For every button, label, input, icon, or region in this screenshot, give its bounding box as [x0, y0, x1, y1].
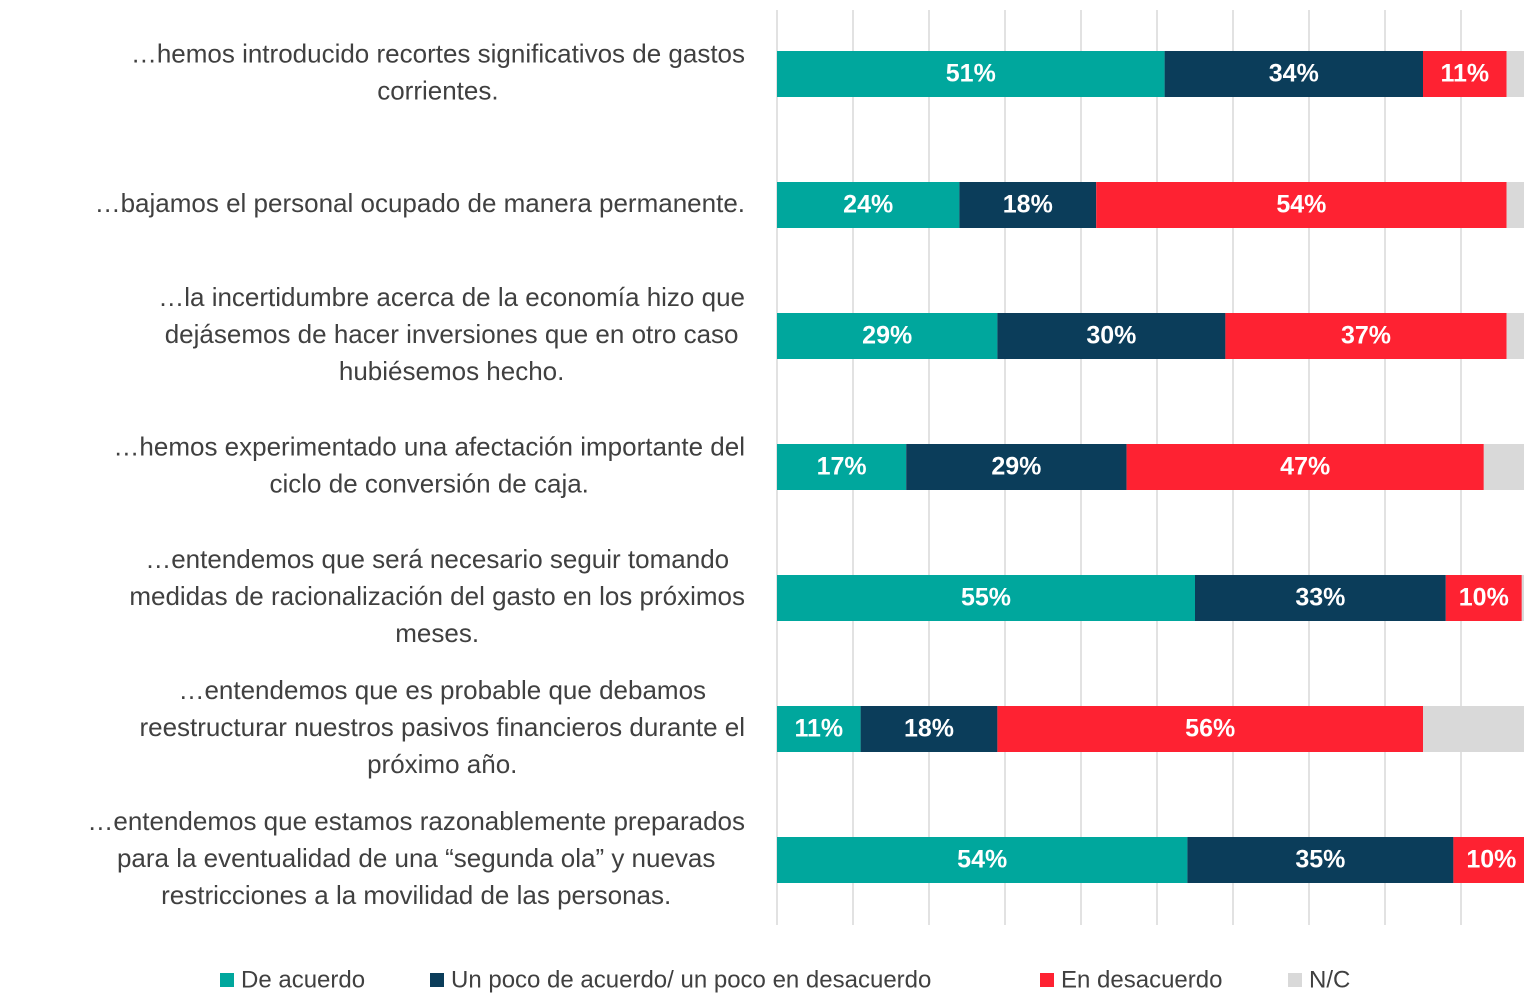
- data-label: 33%: [1295, 584, 1345, 612]
- category-line: reestructurar nuestros pasivos financier…: [139, 712, 745, 742]
- bar-segment: [1187, 837, 1454, 883]
- bar-segment: [1506, 182, 1524, 228]
- legend-swatch: [220, 973, 234, 987]
- bar-segment: [1164, 51, 1423, 97]
- category-line: próximo año.: [367, 749, 517, 779]
- category-line: …hemos experimentado una afectación impo…: [113, 431, 745, 461]
- data-label: 47%: [1280, 453, 1330, 481]
- category-label: …entendemos que es probable que debamos r…: [139, 675, 745, 779]
- data-label: 30%: [1086, 322, 1136, 350]
- data-label: 34%: [1269, 60, 1319, 88]
- category-line: medidas de racionalización del gasto en …: [129, 581, 745, 611]
- data-label: 18%: [904, 715, 954, 743]
- bar-segment: [860, 706, 998, 752]
- category-line: dejásemos de hacer inversiones que en ot…: [165, 319, 739, 349]
- category-line: meses.: [395, 618, 479, 648]
- data-label: 24%: [843, 191, 893, 219]
- bar-segment: [777, 575, 1195, 621]
- data-label: 56%: [1185, 715, 1235, 743]
- legend-swatch: [1040, 973, 1054, 987]
- legend-label: De acuerdo: [241, 966, 365, 993]
- data-label: 11%: [794, 715, 843, 743]
- bar-segment: [997, 706, 1423, 752]
- data-label: 29%: [862, 322, 912, 350]
- bar-segment: [1506, 51, 1524, 97]
- category-line: …entendemos que es probable que debamos: [178, 675, 706, 705]
- bar-segment: [1096, 182, 1507, 228]
- data-label: 17%: [817, 453, 867, 481]
- data-label: 10%: [1466, 846, 1516, 874]
- data-label: 55%: [961, 584, 1011, 612]
- data-label: 51%: [946, 60, 996, 88]
- category-label: …bajamos el personal ocupado de manera p…: [95, 188, 745, 218]
- bar-segment: [777, 313, 998, 359]
- legend-swatch: [430, 973, 444, 987]
- bar-segment: [777, 444, 907, 490]
- bar-segment: [777, 182, 960, 228]
- legend-label: Un poco de acuerdo/ un poco en desacuerd…: [451, 966, 931, 993]
- category-line: ciclo de conversión de caja.: [270, 468, 589, 498]
- bar-segment: [1506, 313, 1524, 359]
- category-line: …bajamos el personal ocupado de manera p…: [95, 188, 745, 218]
- data-label: 10%: [1459, 584, 1509, 612]
- data-label: 35%: [1295, 846, 1345, 874]
- category-label: …hemos introducido recortes significativ…: [131, 38, 745, 105]
- bar-segment: [1225, 313, 1507, 359]
- category-line: hubiésemos hecho.: [339, 356, 564, 386]
- bar-segment: [1453, 837, 1524, 883]
- bar-segment: [997, 313, 1226, 359]
- bar-segment: [777, 51, 1165, 97]
- category-line: para la eventualidad de una “segunda ola…: [117, 843, 715, 873]
- data-label: 29%: [991, 453, 1041, 481]
- data-label: 37%: [1341, 322, 1391, 350]
- data-label: 11%: [1440, 60, 1489, 88]
- category-label: …la incertidumbre acerca de la economía …: [158, 282, 745, 386]
- bar-segment: [1483, 444, 1524, 490]
- data-label: 54%: [1276, 191, 1326, 219]
- category-line: corrientes.: [377, 75, 498, 105]
- category-line: …entendemos que será necesario seguir to…: [145, 544, 729, 574]
- bar-segment: [777, 706, 861, 752]
- bar-segment: [1423, 51, 1507, 97]
- bar-segment: [1445, 575, 1522, 621]
- legend-label: N/C: [1309, 966, 1350, 993]
- bar-segment: [1521, 575, 1524, 621]
- category-label: …entendemos que estamos razonablemente p…: [87, 806, 745, 910]
- category-line: restricciones a la movilidad de las pers…: [161, 880, 671, 910]
- bar-segment: [906, 444, 1127, 490]
- category-label: …entendemos que será necesario seguir to…: [129, 544, 745, 648]
- category-label: …hemos experimentado una afectación impo…: [113, 431, 745, 498]
- bar-segment: [1423, 706, 1524, 752]
- bar-segment: [777, 837, 1188, 883]
- category-line: …entendemos que estamos razonablemente p…: [87, 806, 745, 836]
- bar-segment: [959, 182, 1097, 228]
- bar-segment: [1126, 444, 1484, 490]
- legend-swatch: [1288, 973, 1302, 987]
- category-line: …la incertidumbre acerca de la economía …: [158, 282, 745, 312]
- bar-segment: [1195, 575, 1446, 621]
- data-label: 18%: [1003, 191, 1053, 219]
- legend-label: En desacuerdo: [1061, 966, 1222, 993]
- category-line: …hemos introducido recortes significativ…: [131, 38, 745, 68]
- data-label: 54%: [957, 846, 1007, 874]
